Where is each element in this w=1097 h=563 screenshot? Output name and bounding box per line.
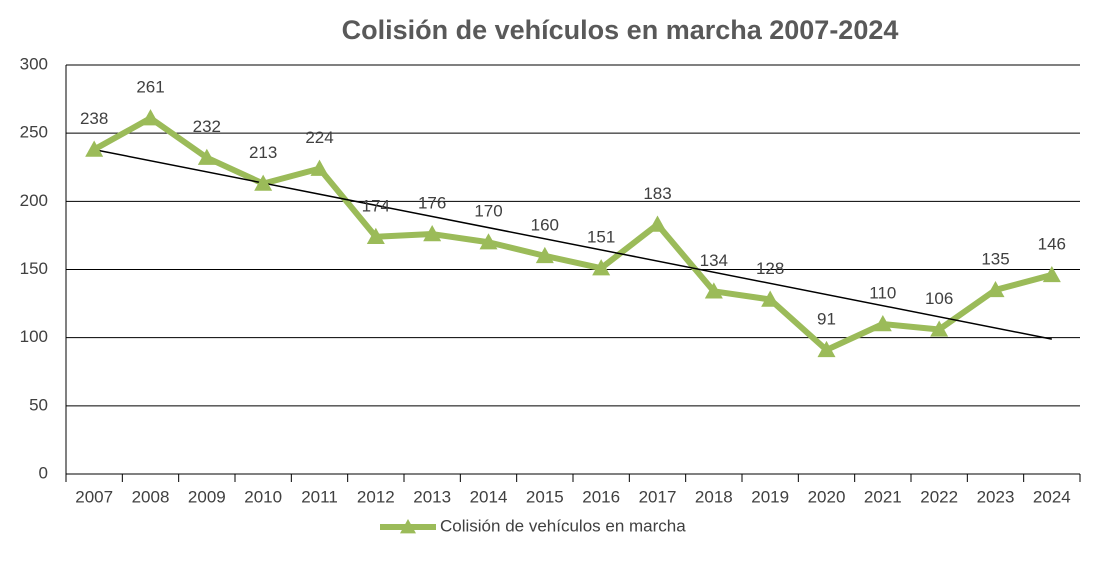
data-label: 106: [925, 289, 953, 308]
x-tick-label: 2008: [132, 487, 170, 506]
data-label: 128: [756, 259, 784, 278]
marker: [197, 148, 216, 165]
data-label: 213: [249, 143, 277, 162]
data-label: 261: [136, 78, 164, 97]
marker: [592, 259, 611, 276]
marker: [648, 215, 667, 232]
data-label: 151: [587, 228, 615, 247]
marker: [423, 225, 442, 242]
marker: [535, 246, 554, 264]
marker: [85, 140, 104, 157]
data-label: 110: [869, 284, 896, 303]
x-tick-label: 2019: [751, 487, 789, 506]
y-tick-label: 0: [39, 463, 48, 482]
x-tick-label: 2010: [244, 487, 282, 506]
series-line: [92, 115, 1053, 353]
marker: [141, 109, 160, 126]
chart-title: Colisión de vehículos en marcha 2007-202…: [342, 15, 899, 45]
marker: [817, 340, 836, 358]
marker: [873, 315, 892, 332]
x-tick-label: 2022: [920, 487, 958, 506]
x-tick-label: 2024: [1033, 487, 1071, 506]
x-tick-label: 2011: [301, 487, 338, 506]
legend-label: Colisión de vehículos en marcha: [440, 516, 686, 535]
marker: [366, 227, 385, 244]
y-tick-label: 150: [20, 259, 48, 278]
data-label: 232: [193, 117, 221, 136]
data-label: 91: [817, 309, 836, 328]
x-tick-label: 2017: [639, 487, 677, 506]
y-tick-label: 100: [20, 327, 48, 346]
data-label: 146: [1038, 234, 1066, 253]
data-label: 170: [474, 202, 502, 221]
x-tick-label: 2016: [582, 487, 620, 506]
x-tick-label: 2014: [470, 487, 508, 506]
x-tick-label: 2013: [413, 487, 451, 506]
y-tick-label: 200: [20, 191, 48, 210]
y-tick-label: 250: [20, 123, 48, 142]
x-tick-label: 2023: [977, 487, 1015, 506]
data-label: 134: [700, 251, 728, 270]
marker: [1042, 265, 1061, 283]
data-label: 135: [981, 249, 1009, 268]
x-tick-label: 2007: [75, 487, 113, 506]
x-tick-label: 2020: [808, 487, 846, 506]
data-label: 183: [643, 184, 671, 203]
marker: [930, 320, 949, 337]
y-tick-label: 300: [20, 54, 48, 73]
data-label: 176: [418, 194, 446, 213]
data-label: 224: [305, 128, 333, 147]
data-label: 174: [362, 196, 390, 215]
trendline: [94, 148, 1052, 340]
marker: [254, 174, 273, 191]
marker: [986, 280, 1005, 298]
marker: [310, 159, 329, 176]
marker: [704, 282, 723, 299]
legend-marker: [400, 519, 416, 534]
x-tick-label: 2012: [357, 487, 395, 506]
marker: [761, 290, 780, 307]
data-label: 238: [80, 109, 108, 128]
x-tick-label: 2009: [188, 487, 226, 506]
x-tick-label: 2015: [526, 487, 564, 506]
y-tick-label: 50: [29, 395, 48, 414]
x-tick-label: 2018: [695, 487, 733, 506]
x-tick-label: 2021: [864, 487, 902, 506]
data-label: 160: [531, 215, 559, 234]
marker: [479, 233, 498, 250]
